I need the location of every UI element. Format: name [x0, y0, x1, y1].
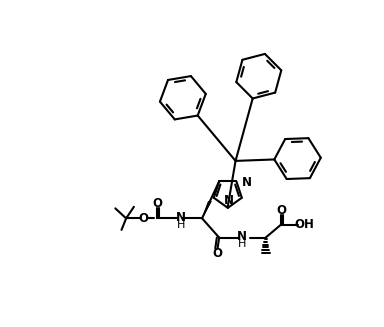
Text: N: N — [223, 194, 233, 207]
Polygon shape — [202, 201, 212, 218]
Text: O: O — [276, 204, 286, 217]
Text: O: O — [138, 212, 148, 225]
Text: H: H — [177, 219, 185, 230]
Text: H: H — [237, 239, 246, 249]
Text: N: N — [242, 176, 252, 189]
Text: O: O — [152, 197, 162, 210]
Text: OH: OH — [295, 218, 314, 231]
Text: O: O — [213, 247, 223, 260]
Text: N: N — [237, 230, 247, 243]
Text: N: N — [176, 211, 186, 224]
